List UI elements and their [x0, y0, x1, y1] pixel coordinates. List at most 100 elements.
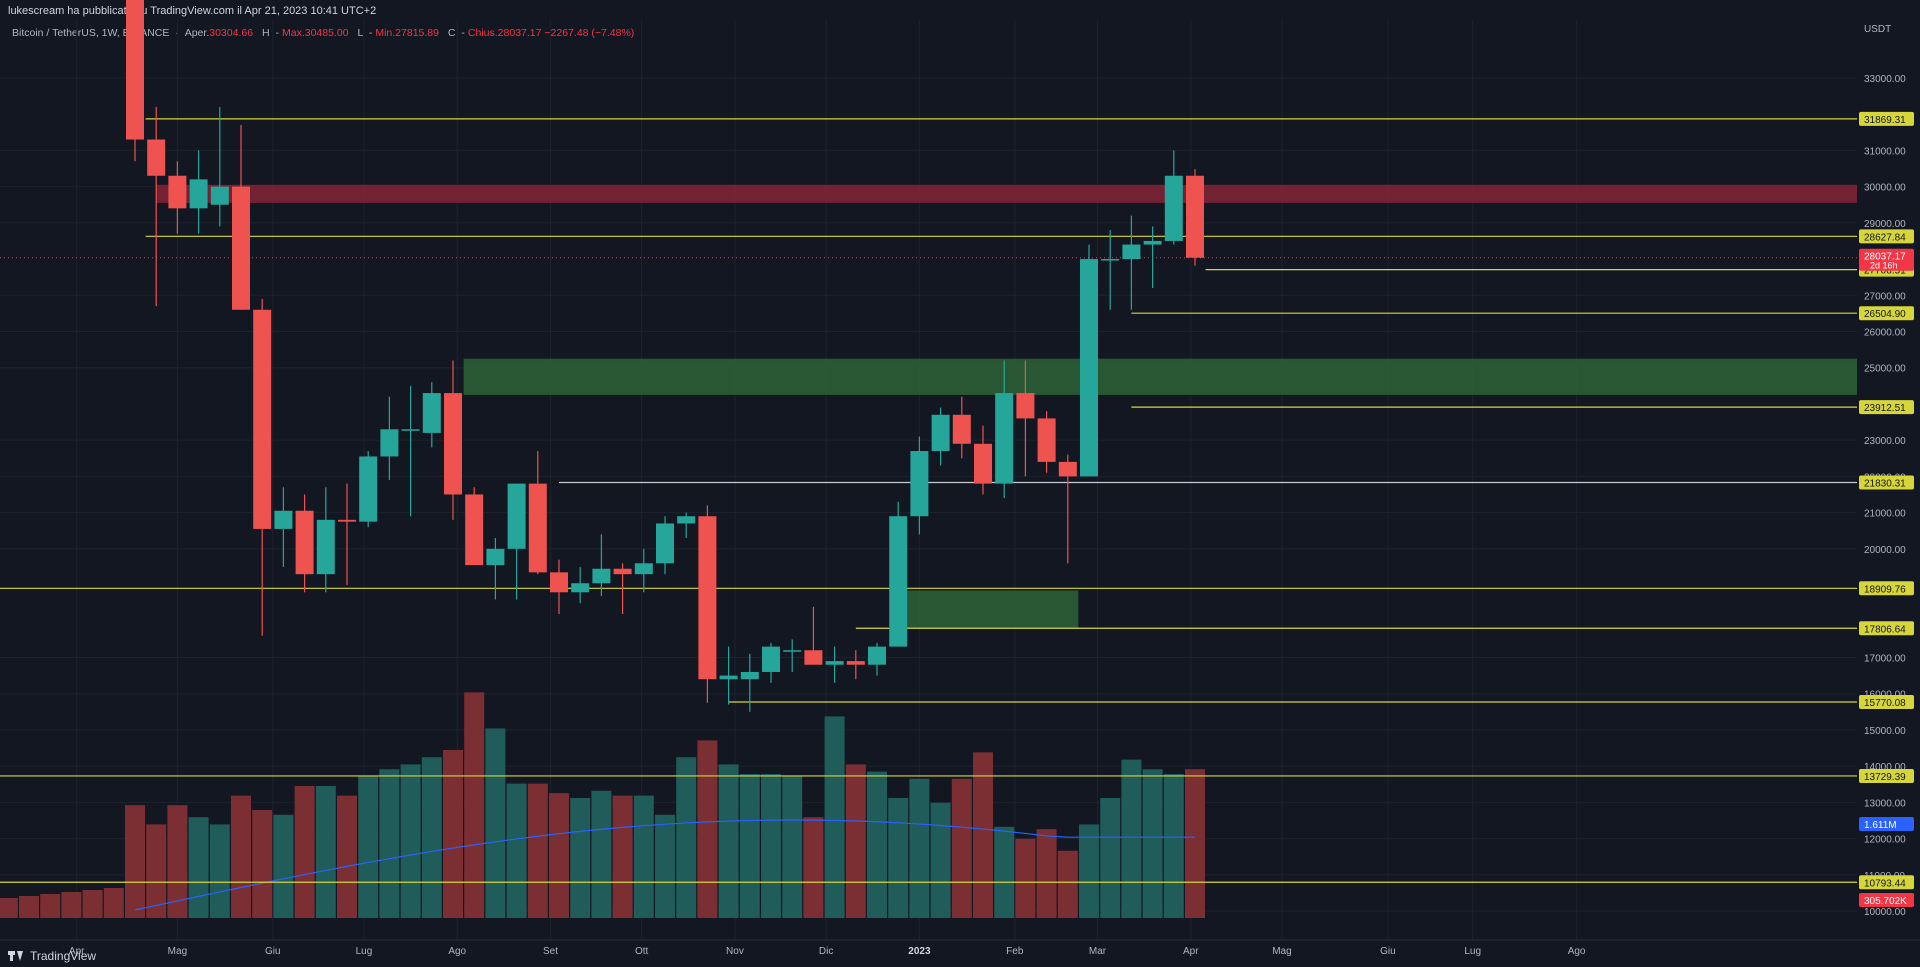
volume-ma-label: 1.611M [1864, 820, 1897, 831]
last-price-label-bg [1859, 248, 1914, 271]
candle-body-11 [359, 456, 378, 522]
volume-bar-42 [1015, 838, 1036, 918]
volume-bar-14 [421, 757, 442, 918]
footer-brand-label: TradingView [30, 949, 97, 963]
candle-body-42 [1016, 393, 1035, 419]
volume-bar-pre-0 [0, 898, 18, 918]
candle-body-0 [126, 0, 144, 140]
level-label-4: 23912.51 [1864, 403, 1906, 414]
volume-bar-10 [337, 795, 357, 918]
volume-bar-13 [400, 764, 421, 918]
volume-bar-26 [676, 757, 697, 918]
level-label-bg-9 [1859, 768, 1914, 783]
level-label-bg-8 [1859, 695, 1914, 710]
candle-body-43 [1037, 418, 1056, 462]
volume-bar-33 [824, 716, 845, 918]
volume-bar-48 [1142, 769, 1163, 918]
low-label: L [357, 27, 363, 39]
level-label-bg-3 [1859, 306, 1914, 321]
volume-bar-15 [443, 750, 463, 918]
price-tick-10: 20000.00 [1864, 545, 1906, 556]
volume-bar-pre-3 [61, 892, 82, 918]
level-label-bg-10 [1859, 875, 1914, 890]
candle-body-24 [634, 563, 653, 575]
time-tick-14: Giu [1380, 946, 1396, 957]
price-tick-6: 25000.00 [1864, 364, 1906, 375]
candle-body-31 [783, 650, 802, 652]
price-tick-14: 14000.00 [1864, 762, 1906, 773]
volume-bar-3 [188, 817, 209, 918]
candle-body-10 [338, 519, 356, 522]
candle-body-50 [1186, 175, 1204, 258]
level-label-0: 31869.31 [1864, 115, 1906, 126]
candle-body-3 [189, 179, 208, 209]
volume-bar-4 [209, 824, 230, 918]
time-tick-11: Mar [1089, 946, 1107, 957]
candle-body-22 [592, 568, 611, 584]
volume-bar-25 [655, 814, 675, 918]
close-value: Chius.28037.17 [467, 27, 542, 39]
candle-body-46 [1101, 259, 1120, 261]
time-tick-6: Ott [635, 946, 649, 957]
price-tick-0: 33000.00 [1864, 74, 1906, 85]
candle-body-4 [210, 186, 229, 205]
level-label-bg-4 [1859, 400, 1914, 415]
volume-bar-12 [379, 769, 400, 918]
time-tick-3: Lug [356, 946, 373, 957]
footer-brand: TradingView [8, 949, 96, 963]
time-tick-4: Ago [448, 946, 466, 957]
candle-body-19 [528, 483, 547, 573]
volume-bar-45 [1079, 824, 1099, 918]
candle-body-36 [889, 516, 908, 647]
volume-bar-pre-4 [82, 890, 103, 918]
level-label-7: 17806.64 [1864, 624, 1906, 635]
candle-body-41 [995, 393, 1014, 484]
price-tick-11: 17000.00 [1864, 653, 1906, 664]
volume-bar-39 [951, 778, 972, 918]
candle-body-25 [656, 523, 674, 564]
publisher-text: lukescream ha pubblicato su TradingView.… [8, 5, 377, 17]
candle-body-9 [316, 519, 335, 575]
time-tick-0: Apr [69, 946, 85, 957]
level-label-3: 26504.90 [1864, 309, 1906, 320]
time-tick-5: Set [543, 946, 558, 957]
volume-bar-29 [739, 774, 760, 918]
candle-body-8 [295, 510, 314, 575]
volume-bar-43 [1036, 829, 1057, 918]
zone-0 [156, 184, 1858, 203]
level-label-bg-1 [1859, 229, 1914, 244]
volume-bar-31 [782, 776, 803, 918]
volume-bar-34 [845, 764, 866, 918]
candle-body-20 [550, 572, 568, 593]
time-tick-8: Dic [819, 946, 833, 957]
candle-body-1 [147, 139, 166, 176]
level-label-1: 28627.84 [1864, 232, 1906, 243]
volume-bar-1 [146, 824, 167, 918]
level-label-bg-6 [1859, 581, 1914, 596]
volume-bar-20 [549, 793, 569, 918]
volume-bar-5 [231, 795, 251, 918]
candle-body-13 [401, 429, 420, 431]
volume-bar-24 [633, 795, 654, 918]
candle-body-15 [444, 393, 462, 495]
candle-body-30 [762, 646, 780, 672]
volume-bar-11 [358, 776, 379, 918]
volume-bar-6 [252, 810, 273, 918]
price-tick-4: 27000.00 [1864, 291, 1906, 302]
last-price-countdown: 2d 16h [1870, 261, 1898, 271]
volume-bar-pre-5 [103, 888, 124, 918]
candle-body-48 [1143, 240, 1162, 245]
candle-body-49 [1164, 175, 1183, 241]
volume-bar-37 [909, 778, 930, 918]
candle-body-32 [804, 650, 823, 665]
volume-last-label-bg [1859, 893, 1914, 907]
level-label-5: 21830.31 [1864, 479, 1906, 490]
volume-bar-18 [506, 783, 527, 918]
volume-bar-28 [718, 764, 739, 918]
candle-body-16 [465, 494, 484, 566]
time-tick-15: Lug [1464, 946, 1481, 957]
time-tick-2: Giu [265, 946, 281, 957]
candle-body-35 [868, 646, 886, 665]
volume-bar-8 [294, 786, 315, 918]
